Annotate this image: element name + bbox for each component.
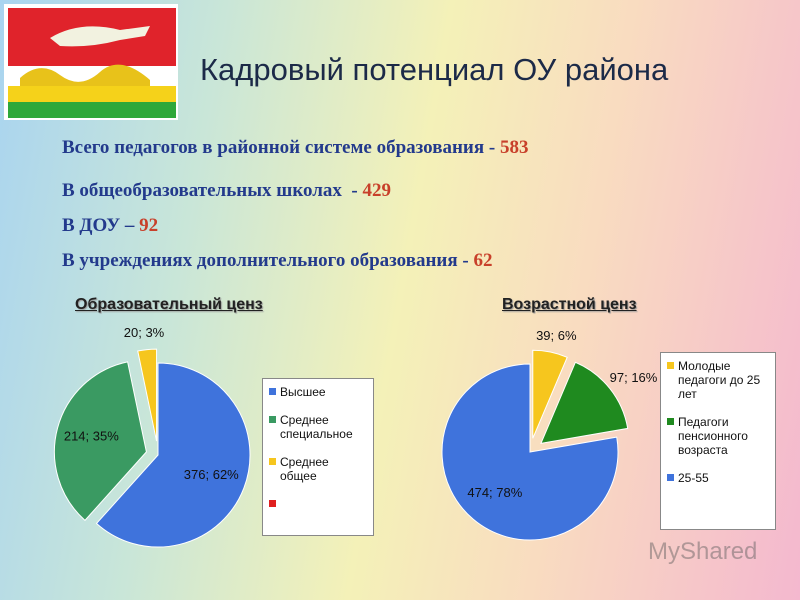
legend-swatch [667, 418, 674, 425]
pie-slice [95, 362, 251, 548]
legend-swatch [269, 416, 276, 423]
data-label: 376; 62% [184, 467, 239, 482]
legend-label: Среднее общее [280, 455, 329, 483]
legend-swatch [667, 474, 674, 481]
summary-text: В учреждениях дополнительного образовани… [62, 250, 469, 271]
legend-label: Высшее [280, 385, 326, 399]
summary-value: 92 [139, 215, 159, 236]
legend-swatch [269, 458, 276, 465]
chart-title: Возрастной ценз [502, 296, 637, 313]
pie-slice [441, 363, 619, 541]
legend: Высшее Среднее специальное Среднее общее [262, 378, 374, 536]
legend-item: Среднее общее [269, 455, 367, 483]
data-label: 20; 3% [124, 325, 165, 340]
chart-title: Образовательный ценз [75, 296, 263, 313]
summary-text: Всего педагогов в районной системе образ… [62, 137, 496, 158]
data-label: 214; 35% [64, 429, 119, 444]
legend-item: 25-55 [667, 471, 769, 485]
legend-swatch [269, 388, 276, 395]
legend-label: Педагоги пенсионного возраста [678, 415, 748, 457]
data-label: 474; 78% [467, 485, 522, 500]
summary-text: В ДОУ – [62, 215, 135, 236]
legend-swatch [667, 362, 674, 369]
summary-line: В общеобразовательных школах - 429 [62, 180, 391, 202]
legend-item: Высшее [269, 385, 367, 399]
legend: Молодые педагоги до 25 лет Педагоги пенси… [660, 352, 776, 530]
summary-line: В учреждениях дополнительного образовани… [62, 250, 492, 272]
legend-item [269, 497, 367, 507]
data-label: 39; 6% [536, 328, 577, 343]
summary-value: 429 [362, 180, 392, 201]
legend-item: Среднее специальное [269, 413, 367, 441]
summary-value: 62 [473, 250, 493, 271]
summary-text: В общеобразовательных школах - [62, 180, 358, 201]
data-label: 97; 16% [610, 370, 658, 385]
slide-title: Кадровый потенциал ОУ района [200, 52, 669, 87]
summary-line: В ДОУ – 92 [62, 215, 158, 237]
summary-line: Всего педагогов в районной системе образ… [62, 137, 528, 159]
watermark: MyShared [648, 538, 758, 565]
summary-value: 583 [499, 137, 529, 158]
logo [4, 4, 178, 120]
legend-swatch [269, 500, 276, 507]
legend-item: Молодые педагоги до 25 лет [667, 359, 769, 401]
legend-label: Среднее специальное [280, 413, 353, 441]
pie-slice [137, 348, 158, 442]
legend-label: 25-55 [678, 471, 709, 485]
legend-label: Молодые педагоги до 25 лет [678, 359, 761, 401]
pie-slice [540, 361, 629, 444]
legend-item: Педагоги пенсионного возраста [667, 415, 769, 457]
pie-slice [53, 361, 147, 522]
pie-slice [532, 349, 568, 439]
